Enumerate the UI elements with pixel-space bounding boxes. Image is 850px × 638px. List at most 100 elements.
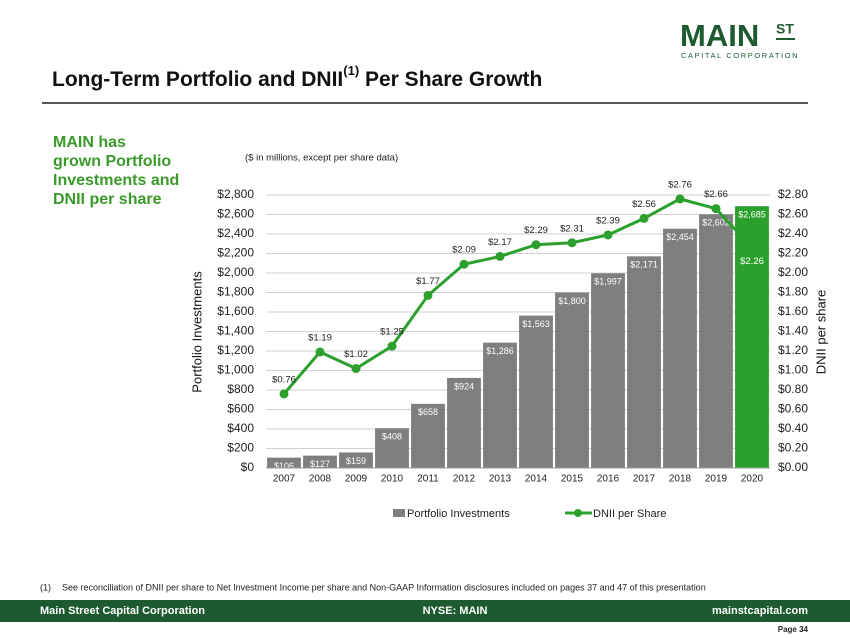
x-tick-label: 2012	[453, 474, 476, 485]
line-marker	[747, 243, 757, 253]
sidebar-line: DNII per share	[53, 191, 162, 208]
x-tick-label: 2009	[345, 474, 368, 485]
y-tick-label: $1,200	[217, 343, 254, 357]
footnote-mark: (1)	[40, 582, 51, 592]
bar-value-label: $127	[310, 459, 330, 469]
line-marker	[495, 251, 505, 261]
legend-label: Portfolio Investments	[407, 508, 510, 520]
bar-value-label: $924	[454, 381, 474, 391]
y2-tick-label: $1.00	[778, 363, 808, 377]
line-marker	[711, 204, 721, 214]
line-marker	[423, 290, 433, 300]
x-tick-label: 2019	[705, 474, 728, 485]
footnote: See reconciliation of DNII per share to …	[62, 582, 706, 592]
y-tick-label: $400	[227, 421, 254, 435]
y2-axis-label: DNII per share	[813, 290, 828, 375]
bar-value-label: $1,997	[594, 277, 622, 287]
y2-tick-label: $0.80	[778, 382, 808, 396]
sidebar-line: MAIN has	[53, 134, 126, 151]
y-tick-label: $2,200	[217, 246, 254, 260]
legend-label: DNII per Share	[593, 508, 666, 520]
line-marker	[639, 213, 649, 223]
page-number: Page 34	[778, 625, 809, 634]
bar-value-label: $106	[274, 461, 294, 471]
slide-title: Long-Term Portfolio and DNII(1) Per Shar…	[52, 63, 542, 90]
plot: $0 $200 $400 $600 $800 $1,000 $1,200 $1,400 $1,6…	[217, 179, 808, 519]
line-value-label: $1.02	[344, 349, 368, 360]
bar	[447, 377, 481, 468]
footer-band	[0, 600, 850, 622]
line-value-label: $2.09	[452, 245, 476, 256]
logo-main: MAIN	[680, 18, 759, 53]
sidebar-line: Investments and	[53, 172, 179, 189]
y2-tick-label: $2.20	[778, 246, 808, 260]
x-tick-label: 2015	[561, 474, 584, 485]
y-tick-label: $1,400	[217, 324, 254, 338]
bar-value-label: $2,171	[630, 260, 658, 270]
title-part: Long-Term Portfolio and DNII	[52, 68, 343, 91]
x-tick-label: 2011	[417, 474, 439, 485]
y2-tick-label: $0.20	[778, 441, 808, 455]
x-tick-label: 2010	[381, 474, 404, 485]
x-tick-label: 2014	[525, 474, 548, 485]
x-tick-label: 2020	[741, 474, 764, 485]
line-marker	[567, 238, 577, 248]
footer-right: mainstcapital.com	[712, 605, 808, 617]
y-tick-label: $1,600	[217, 304, 254, 318]
bar	[375, 428, 409, 468]
bar-value-label: $408	[382, 432, 402, 442]
bar	[699, 214, 733, 468]
y2-tick-label: $2.40	[778, 226, 808, 240]
line-value-label: $0.76	[272, 374, 296, 385]
bar-value-label: $1,800	[558, 296, 586, 306]
line-marker	[459, 259, 469, 269]
bar	[519, 315, 553, 468]
y-tick-label: $2,400	[217, 226, 254, 240]
bar	[483, 342, 517, 468]
logo-sub: CAPITAL CORPORATION	[681, 51, 799, 60]
chart-subtitle: ($ in millions, except per share data)	[245, 153, 398, 164]
bar	[411, 403, 445, 468]
bar-value-label: $2,602	[702, 218, 730, 228]
bar	[627, 256, 661, 468]
x-tick-label: 2016	[597, 474, 620, 485]
y-tick-label: $1,800	[217, 285, 254, 299]
x-tick-label: 2008	[309, 474, 332, 485]
line-value-label: $1.19	[308, 332, 332, 343]
y2-tick-label: $2.80	[778, 187, 808, 201]
y2-tick-label: $1.40	[778, 324, 808, 338]
line	[282, 197, 754, 395]
line-marker	[531, 240, 541, 250]
line-marker	[603, 230, 613, 240]
y2-tick-label: $0.40	[778, 421, 808, 435]
y2-tick-label: $0.00	[778, 460, 808, 474]
y2-tick-label: $2.00	[778, 265, 808, 279]
logo-st: ST	[776, 21, 794, 37]
y-tick-label: $2,600	[217, 207, 254, 221]
y-tick-label: $1,000	[217, 363, 254, 377]
legend-swatch	[393, 509, 405, 517]
y2-tick-label: $1.80	[778, 285, 808, 299]
line-value-label: $1.77	[416, 276, 440, 287]
line-value-label: $2.31	[560, 223, 584, 234]
line-value-label: $2.39	[596, 215, 620, 226]
legend-marker	[574, 509, 582, 517]
line-value-label: $2.76	[668, 179, 692, 190]
line-marker	[675, 194, 685, 204]
line-marker	[279, 389, 289, 399]
bar	[267, 457, 301, 468]
line-value-label: $2.56	[632, 199, 656, 210]
bar	[339, 452, 373, 468]
x-tick-label: 2018	[669, 474, 692, 485]
title-superscript: (1)	[343, 63, 359, 78]
line-value-label: $2.26	[740, 256, 764, 267]
x-tick-label: 2017	[633, 474, 656, 485]
y-tick-label: $0	[241, 460, 255, 474]
y2-tick-label: $2.60	[778, 207, 808, 221]
line-value-label: $2.66	[704, 189, 728, 200]
x-tick-label: 2007	[273, 474, 296, 485]
y2-tick-label: $1.60	[778, 304, 808, 318]
y2-tick-label: $1.20	[778, 343, 808, 357]
sidebar: MAIN has grown Portfolio Investments and…	[53, 134, 179, 208]
line-value-label: $1.25	[380, 327, 404, 338]
